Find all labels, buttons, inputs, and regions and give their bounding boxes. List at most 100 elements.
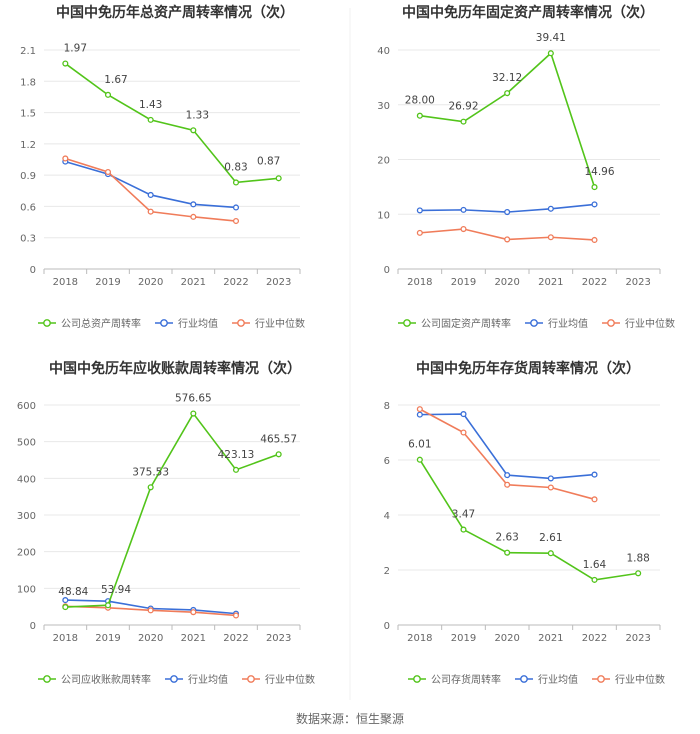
data-point-company (104, 602, 112, 609)
legend-item-median[interactable]: 行业中位数 (602, 317, 675, 330)
x-tick-label: 2019 (451, 277, 476, 288)
data-point-median (591, 236, 598, 244)
data-source-note: 数据来源：恒生聚源 (295, 712, 404, 726)
series-line-company (419, 459, 639, 581)
data-point-company (460, 526, 467, 533)
data-label: 1.64 (583, 559, 607, 571)
y-tick-label: 0.3 (20, 234, 36, 245)
y-tick-label: 1.5 (20, 109, 36, 120)
legend-label: 行业均值 (538, 673, 578, 686)
legend-swatch-marker (530, 319, 538, 327)
x-tick-label: 2023 (266, 633, 291, 644)
data-point-average (232, 204, 240, 211)
legend-swatch-marker (597, 675, 605, 683)
data-label: 2.61 (539, 532, 562, 544)
data-label: 0.87 (257, 155, 280, 167)
x-tick-label: 2019 (451, 633, 476, 644)
y-tick-label: 6 (384, 456, 390, 467)
legend-item-median[interactable]: 行业中位数 (592, 673, 665, 686)
data-point-company (547, 550, 554, 557)
y-tick-label: 0 (384, 265, 390, 276)
legend-item-company[interactable]: 公司固定资产周转率 (398, 317, 511, 330)
data-label: 6.01 (408, 439, 431, 451)
y-tick-label: 10 (377, 210, 390, 221)
x-tick-label: 2018 (407, 277, 432, 288)
data-point-average (416, 411, 423, 418)
data-point-median (460, 429, 467, 436)
legend-label: 公司总资产周转率 (61, 317, 141, 330)
data-point-company (232, 466, 240, 473)
data-label: 1.67 (104, 74, 127, 86)
legend-item-company[interactable]: 公司应收账款周转率 (38, 673, 151, 686)
y-tick-label: 4 (384, 511, 390, 522)
legend-item-average[interactable]: 行业均值 (165, 673, 228, 686)
legend-swatch-marker (607, 319, 615, 327)
data-label: 576.65 (175, 393, 212, 405)
legend-label: 公司应收账款周转率 (61, 673, 151, 686)
chart-panel-3: 中国中免历年应收账款周转率情况（次） 0 100 200 300 400 500 600 201… (17, 360, 315, 686)
x-tick-label: 2022 (582, 277, 607, 288)
data-point-average (591, 471, 598, 478)
x-tick-label: 2021 (181, 633, 206, 644)
x-tick-label: 2022 (223, 277, 248, 288)
chart-title: 中国中免历年总资产周转率情况（次） (56, 4, 294, 21)
legend-label: 公司固定资产周转率 (421, 317, 511, 330)
y-tick-label: 100 (17, 584, 36, 595)
data-point-average (147, 191, 154, 199)
y-tick-label: 0 (30, 265, 36, 276)
data-label: 32.12 (492, 72, 522, 84)
data-point-company (504, 549, 511, 556)
x-tick-label: 2021 (181, 277, 206, 288)
data-point-company (591, 184, 598, 191)
data-point-average (416, 207, 423, 214)
legend-label: 行业均值 (188, 673, 228, 686)
legend-swatch-marker (520, 675, 528, 683)
data-point-company (147, 484, 154, 491)
data-point-median (591, 496, 598, 503)
chart-title: 中国中免历年应收账款周转率情况（次） (49, 360, 301, 377)
data-point-company (635, 570, 642, 577)
legend-item-company[interactable]: 公司总资产周转率 (38, 317, 141, 330)
legend-label: 公司存货周转率 (431, 673, 501, 686)
chart-panel-1: 中国中免历年总资产周转率情况（次） 0 0.3 0.6 0.9 1.2 1.5 1.8 2.1 2… (20, 4, 305, 330)
legend-item-average[interactable]: 行业均值 (525, 317, 588, 330)
legend-swatch-marker (237, 319, 245, 327)
y-tick-label: 600 (17, 401, 36, 412)
series-line-company (64, 62, 279, 184)
y-tick-label: 20 (377, 156, 390, 167)
data-point-median (547, 234, 554, 241)
data-label: 1.43 (139, 99, 162, 111)
y-tick-label: 0 (30, 621, 36, 632)
y-tick-label: 1.2 (20, 140, 36, 151)
series-line-average (65, 160, 237, 209)
x-tick-label: 2019 (95, 277, 120, 288)
legend-item-average[interactable]: 行业均值 (155, 317, 218, 330)
x-tick-label: 2022 (582, 633, 607, 644)
data-point-average (460, 411, 467, 418)
data-point-median (416, 229, 423, 236)
data-point-average (547, 205, 554, 212)
y-tick-label: 1.8 (20, 77, 36, 88)
y-tick-label: 200 (17, 548, 36, 559)
x-tick-label: 2018 (53, 633, 78, 644)
y-tick-label: 30 (377, 101, 390, 112)
y-tick-label: 2.1 (20, 46, 36, 57)
data-label: 28.00 (405, 95, 435, 107)
x-tick-label: 2021 (538, 277, 563, 288)
legend-item-median[interactable]: 行业中位数 (242, 673, 315, 686)
x-tick-label: 2020 (138, 277, 163, 288)
data-point-median (547, 484, 554, 491)
legend-item-median[interactable]: 行业中位数 (232, 317, 305, 330)
data-label: 39.41 (536, 32, 566, 44)
legend-swatch-marker (160, 319, 168, 327)
legend-swatch-marker (403, 319, 411, 327)
data-point-company (460, 118, 467, 125)
data-point-company (147, 116, 154, 123)
legend-swatch-marker (247, 675, 255, 683)
legend-item-company[interactable]: 公司存货周转率 (408, 673, 501, 686)
legend-item-average[interactable]: 行业均值 (515, 673, 578, 686)
data-point-median (104, 168, 112, 176)
series-line-company (65, 412, 279, 608)
y-tick-label: 0.6 (20, 202, 36, 213)
